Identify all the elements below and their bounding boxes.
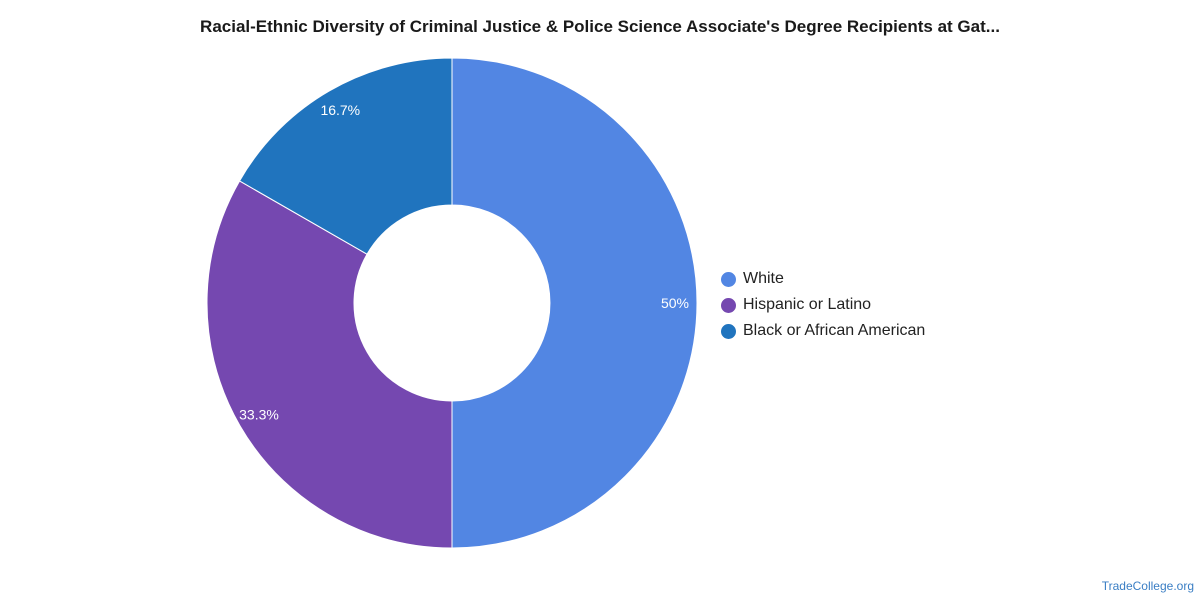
legend-label-hispanic-or-latino: Hispanic or Latino bbox=[743, 296, 872, 313]
chart-title: Racial-Ethnic Diversity of Criminal Just… bbox=[200, 17, 1000, 36]
slice-label-white: 50% bbox=[661, 295, 689, 311]
source-link[interactable]: TradeCollege.org bbox=[1101, 579, 1194, 593]
chart-legend: White Hispanic or Latino Black or Africa… bbox=[721, 266, 925, 344]
slice-label-hispanic-or-latino: 33.3% bbox=[239, 407, 279, 423]
legend-item-black-or-african-american[interactable]: Black or African American bbox=[721, 318, 925, 344]
slice-label-black-or-african-american: 16.7% bbox=[320, 102, 360, 118]
legend-label-black-or-african-american: Black or African American bbox=[743, 322, 926, 339]
legend-item-hispanic-or-latino[interactable]: Hispanic or Latino bbox=[721, 292, 925, 318]
legend-label-white: White bbox=[743, 270, 784, 287]
donut-slices bbox=[206, 57, 698, 549]
legend-swatch-white bbox=[721, 271, 736, 287]
legend-item-white[interactable]: White bbox=[721, 266, 925, 292]
donut-slice-labels: 50% 33.3% 16.7% bbox=[239, 102, 689, 423]
slice-black-or-african-american[interactable] bbox=[238, 57, 453, 255]
legend-swatch-black-or-african-american bbox=[721, 323, 736, 339]
slice-hispanic-or-latino[interactable] bbox=[206, 180, 453, 549]
slice-white[interactable] bbox=[451, 57, 698, 549]
legend-swatch-hispanic-or-latino bbox=[721, 297, 736, 313]
